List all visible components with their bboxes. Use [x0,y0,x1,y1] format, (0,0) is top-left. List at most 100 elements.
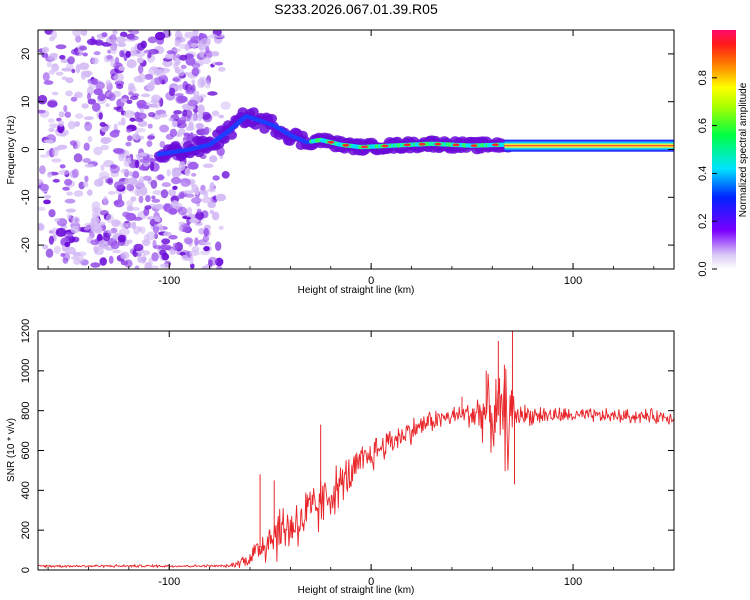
noise-blob [97,93,106,102]
noise-blob [211,211,220,221]
noise-blob [180,64,187,70]
noise-blob [103,232,111,242]
noise-blob [99,210,109,216]
noise-blob [95,81,105,90]
noise-blob [159,113,168,118]
noise-blob [126,205,134,212]
track-outer-blob [248,107,259,117]
track-hotspot [381,144,389,148]
noise-blob [48,69,56,75]
noise-blob [105,178,113,184]
noise-blob [184,71,189,76]
noise-blob [131,170,140,179]
noise-blob [147,134,154,141]
noise-blob [120,222,129,229]
noise-blob [215,241,222,251]
noise-blob [67,56,75,65]
noise-blob [184,193,195,198]
noise-blob [200,184,206,192]
spectrogram-noise-region [38,30,231,269]
colorbar-label: Normalized spectral amplitude [738,82,749,217]
noise-blob [203,246,210,252]
colorbar-tick-label: 0.2 [697,214,709,229]
noise-blob [123,157,130,167]
noise-blob [79,45,87,51]
noise-blob [198,227,205,235]
noise-blob [55,71,64,76]
noise-blob [168,117,174,122]
track-hotspot [342,143,350,147]
noise-blob [147,82,155,91]
noise-blob [196,208,202,214]
noise-blob [43,139,55,144]
noise-blob [150,179,158,189]
noise-blob [138,195,144,204]
noise-blob [142,175,152,181]
spectrogram-x-tick-label: 0 [368,275,374,287]
noise-blob [38,94,48,105]
noise-blob [125,50,131,58]
noise-blob [190,179,196,188]
noise-blob [209,155,218,163]
noise-blob [90,239,100,246]
noise-blob [157,174,165,181]
track-hotspot [434,142,442,146]
noise-blob [100,125,109,133]
noise-blob [74,121,81,127]
noise-blob [174,39,181,47]
noise-blob [161,238,171,245]
noise-blob [178,43,189,50]
noise-blob [131,180,139,186]
noise-blob [65,90,73,97]
noise-blob [186,207,193,215]
noise-blob [204,80,211,89]
track-hotspot [452,143,460,147]
noise-blob [180,178,191,187]
noise-blob [115,106,124,113]
noise-blob [174,168,182,176]
noise-blob [126,222,135,229]
noise-blob [220,101,231,110]
noise-blob [125,212,137,221]
colorbar-ticks: 0.0 0.2 0.4 0.6 0.8 [697,70,717,277]
spectrogram-x-tick-label: 100 [564,275,582,287]
noise-blob [91,207,102,213]
noise-blob [51,91,59,96]
noise-blob [42,72,50,82]
spectrogram-y-tick-label: 20 [20,48,32,60]
noise-blob [105,103,110,107]
noise-blob [109,44,118,55]
noise-blob [143,208,150,216]
noise-blob [134,265,140,269]
noise-blob [136,99,147,108]
snr-y-tick-label: 600 [20,441,32,459]
noise-blob [120,117,126,126]
track-hotspot [327,140,335,144]
noise-blob [183,237,193,245]
noise-blob [177,132,183,137]
noise-blob [159,124,170,133]
noise-blob [191,62,201,69]
noise-blob [191,79,196,85]
noise-blob [172,185,178,190]
noise-blob [189,255,194,265]
noise-blob [94,39,104,46]
noise-blob [73,190,84,197]
noise-blob [82,158,91,163]
noise-blob [83,116,94,120]
noise-blob [84,163,95,168]
noise-blob [195,122,205,130]
noise-blob [166,169,171,177]
noise-blob [58,169,70,175]
noise-blob [151,198,161,203]
noise-blob [186,216,192,225]
noise-blob [120,251,130,260]
noise-blob [87,92,91,101]
noise-blob [154,31,166,41]
noise-blob [108,255,114,264]
noise-blob [48,118,55,123]
noise-blob [65,246,76,255]
noise-blob [191,197,202,204]
figure-title: S233.2026.067.01.39.R05 [274,1,438,17]
